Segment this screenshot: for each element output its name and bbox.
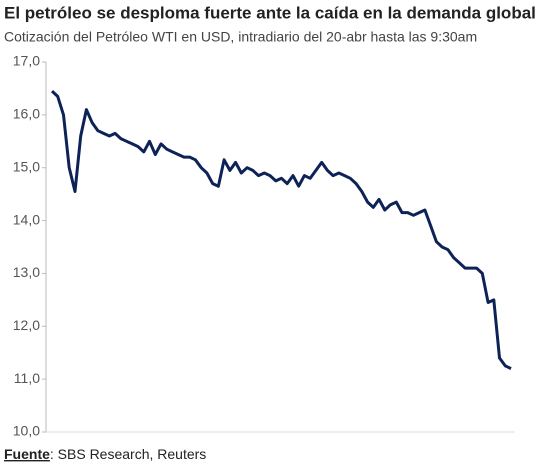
chart-subtitle: Cotización del Petróleo WTI en USD, intr… xyxy=(4,29,477,45)
y-tick-label: 10,0 xyxy=(13,423,40,439)
source-text: : SBS Research, Reuters xyxy=(50,446,206,462)
y-tick-label: 15,0 xyxy=(13,158,40,174)
y-tick-label: 11,0 xyxy=(14,370,40,386)
chart-title: El petróleo se desploma fuerte ante la c… xyxy=(4,3,536,22)
y-tick-label: 12,0 xyxy=(13,317,40,333)
source: Fuente: SBS Research, Reuters xyxy=(4,446,206,462)
y-tick-label: 13,0 xyxy=(13,264,40,280)
source-label: Fuente xyxy=(4,446,50,462)
line xyxy=(50,90,512,370)
y-tick-label: 17,0 xyxy=(13,53,40,69)
y-tick-label: 14,0 xyxy=(13,211,40,227)
y-tick-label: 16,0 xyxy=(13,106,40,122)
